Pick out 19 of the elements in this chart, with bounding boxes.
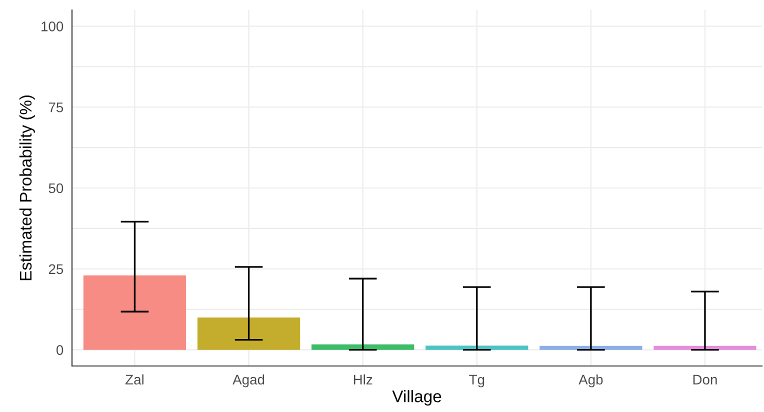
- bar: [83, 275, 186, 350]
- x-tick-label: Agb: [578, 374, 603, 388]
- bar: [312, 344, 414, 350]
- y-tick-label: 75: [48, 102, 64, 112]
- bar: [654, 346, 756, 350]
- y-axis-title: Estimated Probability (%): [19, 95, 35, 280]
- x-tick-label: Agad: [232, 374, 264, 388]
- bar: [540, 346, 642, 350]
- x-tick-label: Don: [693, 374, 717, 385]
- y-tick-label: 25: [48, 264, 64, 274]
- y-tick-label: 0: [56, 345, 64, 355]
- bar: [197, 317, 300, 350]
- x-tick-label: Hlz: [354, 374, 372, 384]
- x-tick-label: Zal: [126, 374, 144, 385]
- x-tick-label: Tg: [469, 374, 484, 388]
- y-tick-label: 50: [48, 183, 64, 194]
- bar: [426, 346, 528, 350]
- x-axis-title: Village: [392, 390, 442, 406]
- y-tick-label: 100: [42, 22, 64, 32]
